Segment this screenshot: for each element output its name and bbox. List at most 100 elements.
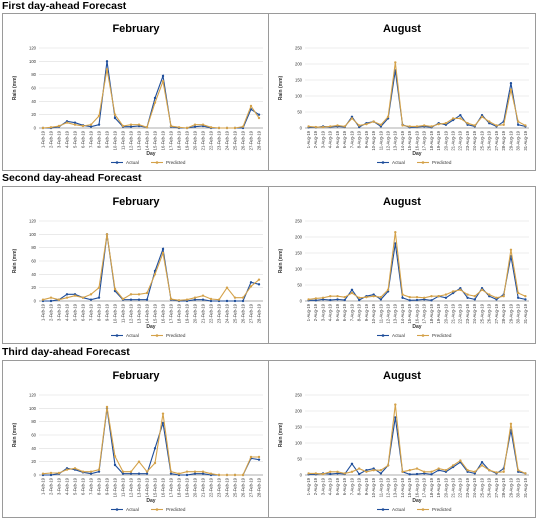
legend-marker-predicted bbox=[421, 334, 425, 337]
chart-panel-4: August 0 50 100 150 200 250 1-Aug-19 2-Aug-19 3-A… bbox=[268, 186, 536, 344]
data-point-predicted bbox=[307, 125, 310, 128]
data-point-actual bbox=[89, 298, 93, 301]
x-tick-label: 19-Feb-19 bbox=[184, 130, 189, 150]
data-point-predicted bbox=[225, 473, 229, 477]
data-point-actual bbox=[209, 299, 213, 303]
legend-label-actual: Actual bbox=[126, 333, 139, 338]
data-point-predicted bbox=[161, 80, 165, 83]
data-point-predicted bbox=[97, 114, 101, 118]
data-point-actual bbox=[336, 298, 339, 301]
data-point-predicted bbox=[249, 104, 253, 108]
x-tick-label: 1-Aug-19 bbox=[306, 303, 311, 321]
data-point-predicted bbox=[201, 123, 205, 126]
data-point-predicted bbox=[145, 126, 149, 129]
y-tick-label: 100 bbox=[29, 232, 37, 237]
data-point-predicted bbox=[502, 295, 505, 298]
data-point-predicted bbox=[169, 124, 173, 128]
legend-marker-actual bbox=[115, 334, 119, 337]
x-tick-label: 7-Aug-19 bbox=[349, 303, 354, 321]
legend-label-predicted: Predicted bbox=[166, 333, 186, 338]
data-point-predicted bbox=[201, 470, 205, 473]
data-point-actual bbox=[249, 281, 253, 284]
x-tick-label: 24-Feb-19 bbox=[224, 303, 229, 323]
data-point-actual bbox=[73, 121, 77, 124]
data-point-actual bbox=[97, 470, 101, 473]
x-tick-label: 30-Aug-19 bbox=[516, 303, 521, 323]
x-tick-label: 16-Feb-19 bbox=[160, 130, 165, 150]
x-tick-label: 14-Aug-19 bbox=[400, 303, 405, 323]
data-point-predicted bbox=[451, 464, 455, 467]
x-axis-label: Day bbox=[146, 151, 155, 157]
x-tick-label: 25-Aug-19 bbox=[479, 303, 484, 323]
x-tick-label: 16-Feb-19 bbox=[160, 477, 165, 497]
data-point-predicted bbox=[177, 126, 181, 129]
data-point-predicted bbox=[137, 293, 141, 296]
x-tick-label: 27-Feb-19 bbox=[248, 303, 253, 323]
data-point-predicted bbox=[329, 125, 332, 128]
data-point-predicted bbox=[415, 125, 419, 128]
x-tick-label: 29-Aug-19 bbox=[508, 477, 513, 497]
data-point-actual bbox=[201, 298, 205, 301]
x-tick-label: 8-Feb-19 bbox=[96, 477, 101, 495]
data-point-predicted bbox=[524, 472, 527, 475]
y-tick-label: 150 bbox=[295, 251, 303, 256]
x-tick-label: 27-Aug-19 bbox=[494, 130, 499, 150]
data-point-predicted bbox=[169, 470, 173, 473]
data-point-predicted bbox=[524, 124, 527, 127]
chart-panel-2: August 0 50 100 150 200 250 1-Aug-19 2-Aug-19 3-A… bbox=[268, 13, 536, 171]
x-tick-label: 14-Feb-19 bbox=[144, 130, 149, 150]
data-point-predicted bbox=[121, 470, 125, 473]
x-tick-label: 6-Aug-19 bbox=[342, 477, 347, 495]
legend-marker-actual bbox=[115, 508, 119, 511]
data-point-predicted bbox=[408, 125, 411, 128]
data-point-predicted bbox=[161, 412, 165, 415]
data-point-predicted bbox=[488, 469, 491, 472]
x-tick-label: 23-Aug-19 bbox=[465, 477, 470, 497]
data-point-predicted bbox=[225, 126, 229, 130]
x-tick-label: 26-Aug-19 bbox=[487, 477, 492, 497]
x-tick-label: 17-Feb-19 bbox=[168, 130, 173, 150]
x-tick-label: 30-Aug-19 bbox=[516, 477, 521, 497]
data-point-predicted bbox=[480, 288, 484, 291]
y-tick-label: 200 bbox=[295, 409, 303, 414]
legend-marker-predicted bbox=[155, 161, 159, 164]
data-point-predicted bbox=[209, 126, 213, 129]
x-tick-label: 15-Aug-19 bbox=[407, 303, 412, 323]
x-tick-label: 24-Aug-19 bbox=[472, 130, 477, 150]
x-tick-label: 9-Feb-19 bbox=[104, 477, 109, 495]
legend-label-predicted: Predicted bbox=[432, 333, 452, 338]
x-tick-label: 7-Feb-19 bbox=[88, 303, 93, 321]
x-tick-label: 25-Feb-19 bbox=[232, 477, 237, 497]
chart-panel-1: February 0 20 40 60 80 100 120 1-Feb-19 2-Feb-19 3… bbox=[2, 13, 270, 171]
y-tick-label: 120 bbox=[29, 219, 37, 224]
x-tick-label: 21-Aug-19 bbox=[451, 477, 456, 497]
chart-panel-5: February 0 20 40 60 80 100 120 1-Feb-19 2-Feb-19 3… bbox=[2, 360, 270, 518]
data-point-actual bbox=[379, 298, 383, 301]
x-tick-label: 2-Feb-19 bbox=[48, 303, 53, 321]
y-tick-label: 80 bbox=[31, 72, 36, 77]
data-point-predicted bbox=[249, 455, 253, 459]
data-point-actual bbox=[394, 416, 397, 419]
x-tick-label: 4-Feb-19 bbox=[64, 477, 69, 495]
x-tick-label: 28-Aug-19 bbox=[501, 303, 506, 323]
x-tick-label: 26-Aug-19 bbox=[487, 130, 492, 150]
series-line-predicted bbox=[42, 234, 260, 301]
y-axis-label: Rain (mm) bbox=[278, 422, 284, 447]
data-point-actual bbox=[113, 116, 117, 120]
line-chart: August 0 50 100 150 200 250 1-Aug-19 2-Aug-19 3-A… bbox=[278, 23, 529, 165]
data-point-predicted bbox=[365, 470, 368, 473]
y-tick-label: 20 bbox=[31, 459, 36, 464]
data-point-predicted bbox=[81, 470, 85, 473]
data-point-actual bbox=[153, 96, 157, 100]
x-tick-label: 9-Feb-19 bbox=[104, 130, 109, 148]
x-tick-label: 4-Feb-19 bbox=[64, 303, 69, 321]
x-tick-label: 8-Aug-19 bbox=[357, 130, 362, 148]
data-point-predicted bbox=[321, 472, 325, 476]
data-point-predicted bbox=[185, 470, 189, 473]
x-tick-label: 10-Feb-19 bbox=[112, 303, 117, 323]
x-tick-label: 11-Feb-19 bbox=[120, 303, 125, 323]
data-point-actual bbox=[89, 472, 93, 475]
data-point-predicted bbox=[113, 287, 117, 291]
x-tick-label: 23-Feb-19 bbox=[216, 130, 221, 150]
data-point-predicted bbox=[257, 278, 261, 281]
